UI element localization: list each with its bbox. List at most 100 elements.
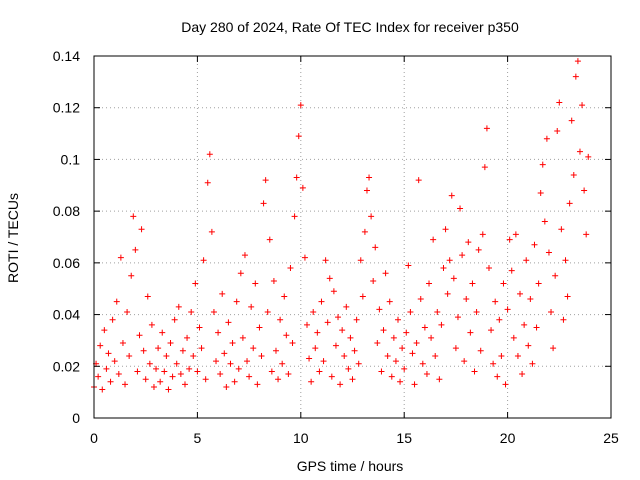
data-point bbox=[448, 192, 455, 199]
data-point bbox=[442, 226, 449, 233]
data-point bbox=[113, 298, 120, 305]
data-point bbox=[241, 252, 248, 259]
data-point bbox=[275, 376, 282, 383]
data-point bbox=[361, 228, 368, 235]
data-point bbox=[413, 340, 420, 347]
data-point bbox=[574, 58, 581, 65]
data-point bbox=[479, 231, 486, 238]
data-point bbox=[264, 308, 271, 315]
data-point bbox=[454, 314, 461, 321]
data-point bbox=[179, 347, 186, 354]
data-point bbox=[349, 376, 356, 383]
data-point bbox=[217, 371, 224, 378]
data-point bbox=[229, 340, 236, 347]
data-point bbox=[347, 334, 354, 341]
data-point bbox=[322, 257, 329, 264]
data-point bbox=[155, 345, 162, 352]
data-point bbox=[517, 290, 524, 297]
data-point bbox=[467, 329, 474, 336]
data-point bbox=[337, 381, 344, 388]
data-point bbox=[434, 308, 441, 315]
data-point bbox=[527, 296, 534, 303]
data-point bbox=[409, 350, 416, 357]
y-tick-label: 0.14 bbox=[53, 48, 80, 64]
data-point bbox=[295, 133, 302, 140]
data-point bbox=[225, 319, 232, 326]
data-point bbox=[550, 345, 557, 352]
data-point bbox=[301, 254, 308, 261]
y-tick-label: 0.02 bbox=[53, 358, 80, 374]
data-point bbox=[254, 381, 261, 388]
data-point bbox=[417, 296, 424, 303]
data-point bbox=[543, 135, 550, 142]
data-point bbox=[378, 368, 385, 375]
data-point bbox=[407, 308, 414, 315]
data-point bbox=[508, 267, 515, 274]
data-point bbox=[537, 190, 544, 197]
data-point bbox=[461, 358, 468, 365]
data-point bbox=[244, 358, 251, 365]
data-point bbox=[169, 373, 176, 380]
data-point bbox=[359, 293, 366, 300]
data-point bbox=[368, 213, 375, 220]
data-point bbox=[289, 340, 296, 347]
data-point bbox=[560, 316, 567, 323]
data-point bbox=[355, 360, 362, 367]
data-point bbox=[159, 329, 166, 336]
data-point bbox=[285, 371, 292, 378]
data-point bbox=[335, 314, 342, 321]
data-point bbox=[533, 324, 540, 331]
data-point bbox=[330, 288, 337, 295]
data-point bbox=[177, 371, 184, 378]
data-point bbox=[529, 360, 536, 367]
data-point bbox=[585, 153, 592, 160]
x-tick-label: 10 bbox=[293, 430, 309, 446]
data-point bbox=[223, 383, 230, 390]
data-point bbox=[312, 345, 319, 352]
data-point bbox=[506, 236, 513, 243]
data-point bbox=[165, 386, 172, 393]
data-point bbox=[153, 365, 160, 372]
data-point bbox=[512, 231, 519, 238]
data-point bbox=[281, 293, 288, 300]
data-point bbox=[370, 277, 377, 284]
data-point bbox=[173, 360, 180, 367]
data-point bbox=[318, 298, 325, 305]
data-point bbox=[111, 358, 118, 365]
data-point bbox=[250, 345, 257, 352]
data-point bbox=[394, 316, 401, 323]
data-point bbox=[283, 332, 290, 339]
data-point bbox=[248, 303, 255, 310]
data-point bbox=[188, 308, 195, 315]
data-point bbox=[167, 340, 174, 347]
data-point bbox=[266, 236, 273, 243]
data-point bbox=[494, 373, 501, 380]
data-point bbox=[279, 360, 286, 367]
data-point bbox=[97, 342, 104, 349]
data-point bbox=[124, 308, 131, 315]
data-point bbox=[109, 316, 116, 323]
data-point bbox=[184, 334, 191, 341]
data-point bbox=[405, 262, 412, 269]
data-point bbox=[419, 360, 426, 367]
data-point bbox=[258, 352, 265, 359]
data-point bbox=[299, 184, 306, 191]
chart-title: Day 280 of 2024, Rate Of TEC Index for r… bbox=[181, 19, 519, 35]
data-point bbox=[488, 327, 495, 334]
data-point bbox=[304, 321, 311, 328]
data-point bbox=[103, 365, 110, 372]
data-point bbox=[126, 352, 133, 359]
x-tick-label: 20 bbox=[500, 430, 516, 446]
data-point bbox=[469, 280, 476, 287]
data-point bbox=[572, 73, 579, 80]
data-point bbox=[287, 265, 294, 272]
data-point bbox=[483, 125, 490, 132]
data-point bbox=[465, 239, 472, 246]
data-point bbox=[144, 293, 151, 300]
data-point bbox=[459, 252, 466, 259]
data-point bbox=[161, 368, 168, 375]
data-point bbox=[136, 332, 143, 339]
data-point bbox=[380, 327, 387, 334]
data-point bbox=[122, 381, 129, 388]
